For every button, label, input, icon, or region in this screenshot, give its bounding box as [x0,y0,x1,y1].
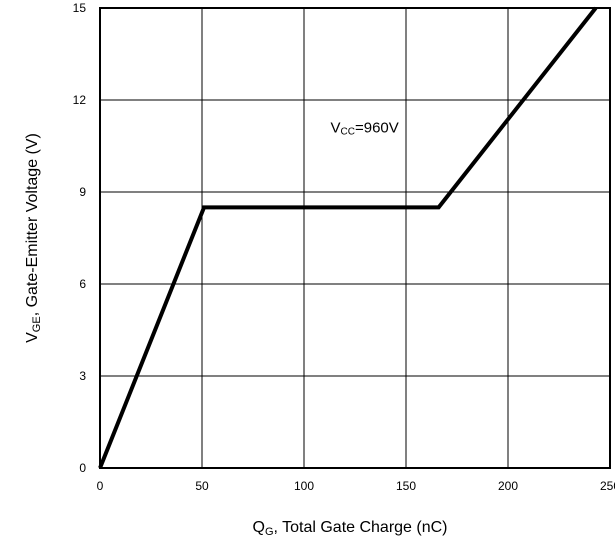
x-axis-text: , Total Gate Charge (nC) [274,519,448,536]
series-line-vge [98,6,598,469]
vcc-annotation: VCC=960V [331,120,399,138]
x-tick-label: 250 [600,479,615,493]
y-tick-label: 6 [79,277,86,291]
tick-labels: 0 50 100 150 200 250 0 3 6 9 12 15 [73,1,615,493]
x-tick-label: 50 [195,479,209,493]
annotation-symbol: V [331,120,341,137]
x-tick-label: 0 [97,479,104,493]
x-tick-label: 150 [396,479,416,493]
x-axis-symbol: Q [252,519,264,536]
annotation-text: =960V [355,120,399,137]
y-axis-text: , Gate-Emitter Voltage (V) [24,133,41,316]
y-tick-label: 3 [79,369,86,383]
grid-lines [100,8,610,468]
y-axis-symbol: V [24,332,41,343]
annotation-subscript: CC [341,127,355,138]
x-axis-subscript: G [265,526,274,538]
plot-frame [99,7,611,469]
y-axis-subscript: GE [31,316,43,332]
y-tick-label: 0 [79,461,86,475]
x-tick-label: 200 [498,479,518,493]
x-tick-label: 100 [294,479,314,493]
x-axis-title: QG, Total Gate Charge (nC) [252,519,447,538]
y-tick-label: 15 [73,1,87,15]
y-tick-label: 12 [73,93,87,107]
y-tick-label: 9 [79,185,86,199]
y-axis-title: VGE, Gate-Emitter Voltage (V) [24,133,43,343]
